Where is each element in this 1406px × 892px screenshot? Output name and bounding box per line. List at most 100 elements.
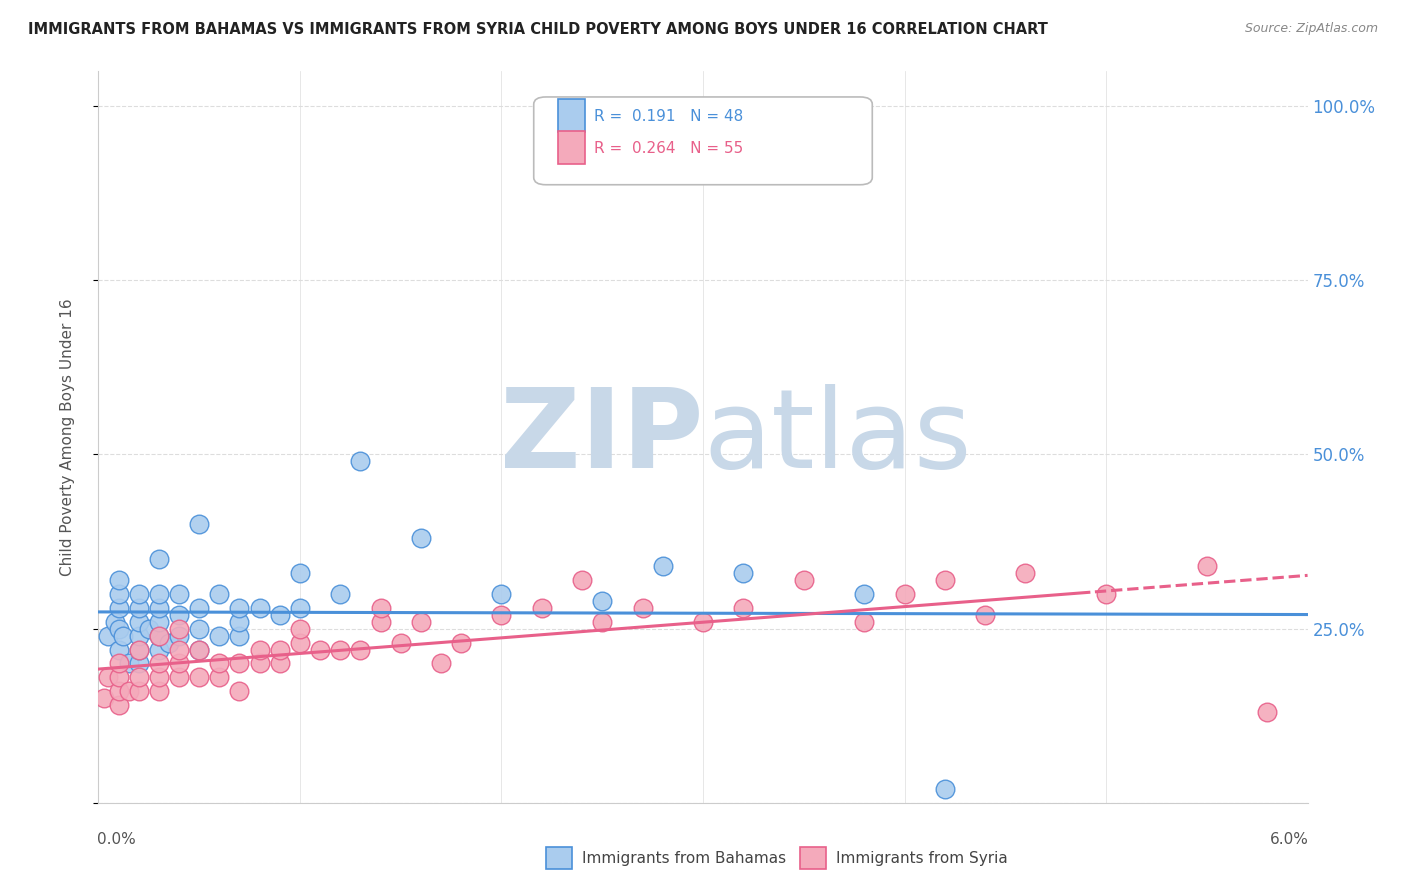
Point [349,642,371,657]
Point [934,781,956,796]
Point [148,670,170,684]
Point [138,622,160,636]
Point [530,600,553,615]
Point [571,573,593,587]
Point [128,629,150,643]
Text: Immigrants from Syria: Immigrants from Syria [837,851,1008,866]
Text: Immigrants from Bahamas: Immigrants from Bahamas [582,851,786,866]
Point [591,615,613,629]
Point [167,587,190,601]
Point [128,642,150,657]
Point [249,600,271,615]
Point [409,615,432,629]
Point [128,587,150,601]
Point [974,607,997,622]
Point [228,629,250,643]
Point [148,629,170,643]
Point [249,657,271,671]
Point [733,566,755,580]
Point [157,635,180,649]
Point [228,684,250,698]
Point [111,629,134,643]
Point [128,670,150,684]
Point [148,629,170,643]
Point [692,615,714,629]
Text: R =  0.264   N = 55: R = 0.264 N = 55 [595,141,744,156]
Point [329,642,352,657]
Point [409,531,432,545]
Point [430,657,453,671]
Point [107,698,129,713]
Point [491,587,513,601]
Text: 0.0%: 0.0% [97,832,136,847]
Text: atlas: atlas [703,384,972,491]
Point [97,629,120,643]
Point [107,587,129,601]
Point [853,615,876,629]
Point [128,642,150,657]
Point [288,635,311,649]
Point [128,615,150,629]
Point [208,587,231,601]
Point [288,566,311,580]
Point [389,635,412,649]
Point [107,642,129,657]
Point [167,607,190,622]
Point [228,615,250,629]
Point [269,607,291,622]
FancyBboxPatch shape [558,131,585,164]
Point [793,573,815,587]
Point [228,657,250,671]
Point [288,600,311,615]
Point [188,622,211,636]
Point [450,635,472,649]
Point [148,642,170,657]
Point [591,594,613,608]
Point [97,670,120,684]
Point [128,684,150,698]
Point [148,600,170,615]
Point [118,657,141,671]
Point [107,684,129,698]
Text: IMMIGRANTS FROM BAHAMAS VS IMMIGRANTS FROM SYRIA CHILD POVERTY AMONG BOYS UNDER : IMMIGRANTS FROM BAHAMAS VS IMMIGRANTS FR… [28,22,1047,37]
Point [853,587,876,601]
Point [148,615,170,629]
Point [107,670,129,684]
Point [148,684,170,698]
Point [733,600,755,615]
Point [249,642,271,657]
Point [1095,587,1118,601]
Point [107,622,129,636]
Point [269,657,291,671]
Point [188,642,211,657]
Point [349,454,371,468]
Text: R =  0.191   N = 48: R = 0.191 N = 48 [595,109,744,124]
Point [107,657,129,671]
Point [288,622,311,636]
Text: Source: ZipAtlas.com: Source: ZipAtlas.com [1244,22,1378,36]
Point [370,600,392,615]
Y-axis label: Child Poverty Among Boys Under 16: Child Poverty Among Boys Under 16 [60,298,75,576]
Point [188,670,211,684]
Point [128,657,150,671]
Point [1195,558,1218,573]
Point [93,691,115,706]
Point [491,607,513,622]
Point [893,587,915,601]
Point [934,573,956,587]
Point [208,629,231,643]
Point [631,600,654,615]
Point [148,657,170,671]
Point [167,642,190,657]
Point [148,552,170,566]
FancyBboxPatch shape [800,847,827,869]
FancyBboxPatch shape [546,847,572,869]
Point [128,600,150,615]
Point [329,587,352,601]
Point [651,558,673,573]
Point [188,517,211,532]
Point [1256,705,1278,719]
FancyBboxPatch shape [534,97,872,185]
Point [208,657,231,671]
Point [188,600,211,615]
